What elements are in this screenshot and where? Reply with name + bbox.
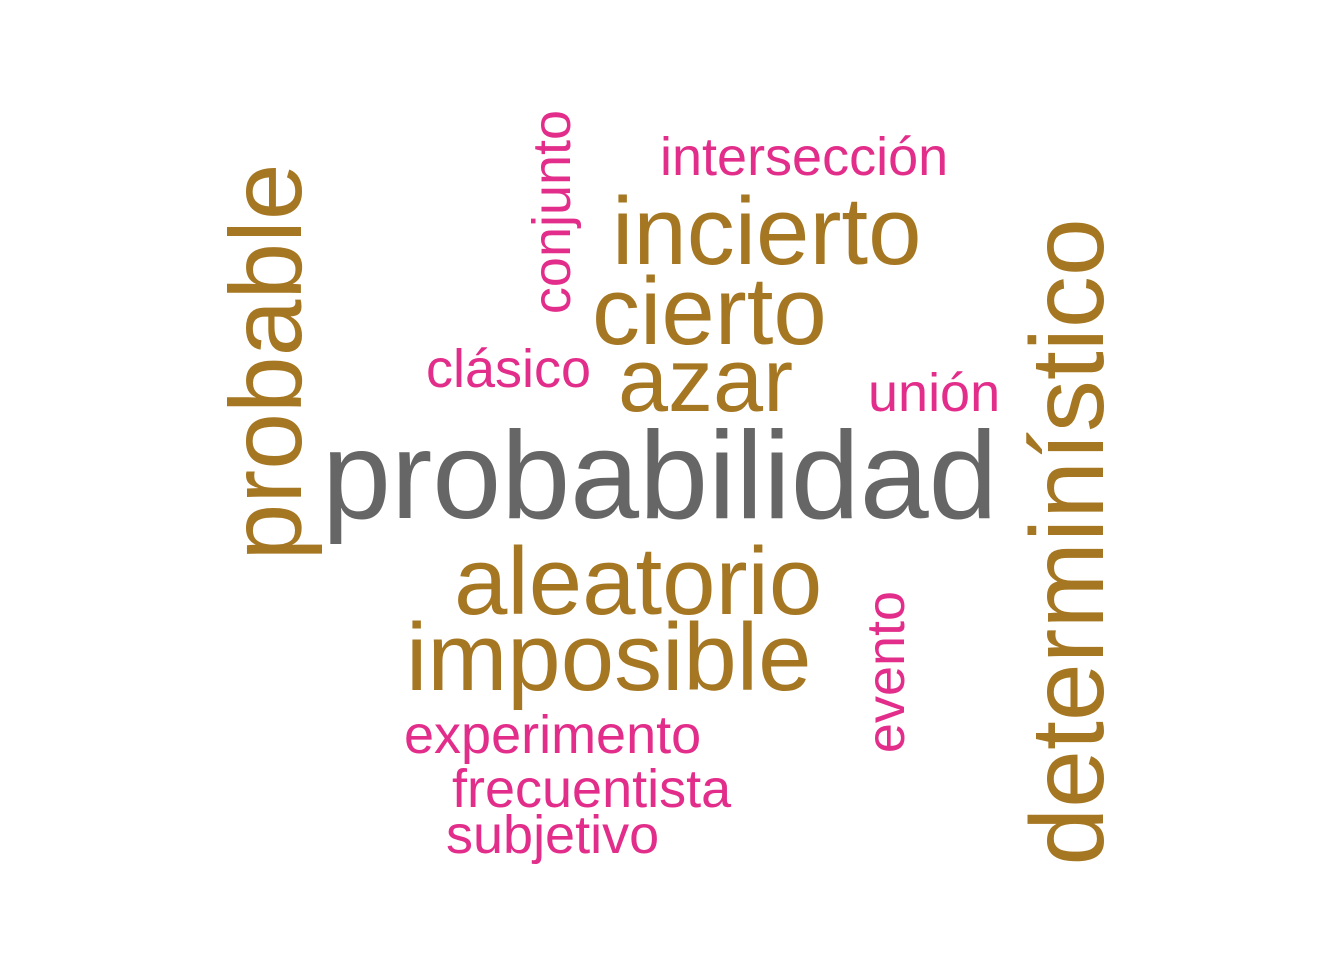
word-azar: azar (618, 331, 794, 431)
word-interseccion: intersección (660, 127, 949, 187)
word-subjetivo: subjetivo (446, 805, 660, 865)
word-aleatorio: aleatorio (454, 528, 823, 635)
word-conjunto: conjunto (522, 109, 582, 315)
word-experimento: experimento (404, 705, 702, 765)
word-clasico: clásico (426, 339, 592, 399)
word-incierto: incierto (612, 178, 922, 285)
word-probabilidad: probabilidad (322, 407, 998, 545)
word-probable: probable (209, 163, 323, 561)
word-evento: evento (856, 590, 916, 754)
word-cierto: cierto (592, 258, 827, 365)
word-frecuentista: frecuentista (452, 759, 732, 819)
word-union: unión (868, 363, 1001, 423)
word-deterministico: determinístico (1010, 218, 1126, 866)
word-imposible: imposible (406, 604, 812, 711)
